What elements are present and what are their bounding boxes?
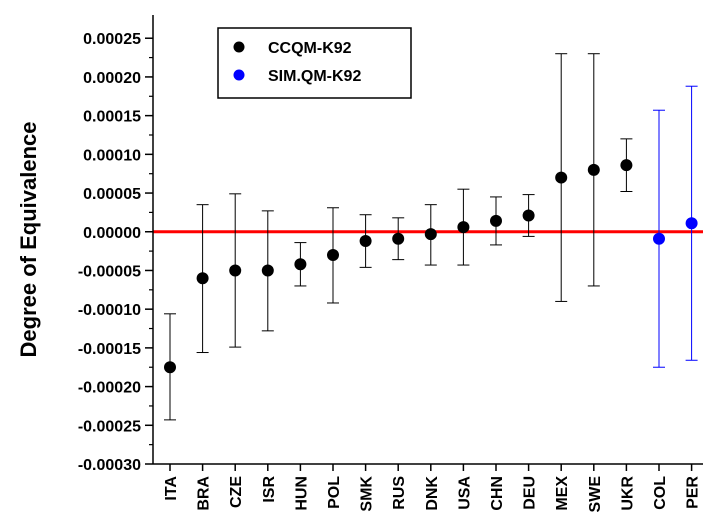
y-tick-label: -0.00005 (78, 263, 141, 280)
data-point-USA (457, 221, 470, 234)
legend-marker (233, 41, 245, 53)
legend-box (217, 27, 412, 99)
data-points (164, 159, 698, 374)
y-tick-label: -0.00025 (78, 418, 141, 435)
x-tick-label: USA (456, 476, 473, 510)
x-axis-ticks: ITA BRA CZE ISR HUN POL SMK RUS DNK USA CHN DEU MEX S… (163, 464, 702, 512)
data-point-DEU (522, 209, 535, 222)
y-tick-label: 0.00005 (83, 186, 141, 203)
x-tick-label: CHN (489, 476, 506, 511)
x-tick-label: DEU (522, 476, 539, 510)
x-tick-label: POL (326, 476, 343, 509)
data-point-DNK (424, 228, 437, 241)
legend: CCQM-K92 SIM.QM-K92 (217, 27, 412, 99)
x-tick-label: ISR (261, 476, 278, 503)
x-tick-label: COL (652, 476, 669, 510)
x-tick-label: BRA (196, 476, 213, 511)
y-tick-label: 0.00000 (83, 225, 141, 242)
y-tick-label: 0.00025 (83, 31, 141, 48)
data-point-BRA (196, 272, 209, 285)
data-point-POL (327, 248, 339, 261)
data-point-PER (685, 217, 698, 230)
y-axis-title: Degree of Equivalence (16, 122, 41, 358)
data-point-MEX (555, 171, 568, 184)
data-point-CZE (229, 264, 242, 277)
x-tick-label: SWE (587, 476, 604, 513)
data-point-SMK (359, 235, 372, 248)
y-tick-label: -0.00030 (78, 457, 141, 474)
legend-marker (233, 69, 245, 81)
data-point-CHN (490, 214, 502, 227)
data-point-RUS (392, 232, 405, 245)
data-point-COL (653, 232, 665, 245)
data-point-UKR (620, 159, 633, 172)
x-tick-label: ITA (163, 476, 180, 501)
y-tick-label: -0.00015 (78, 341, 141, 358)
y-tick-label: 0.00015 (83, 109, 141, 126)
x-tick-label: CZE (228, 476, 245, 508)
legend-label: SIM.QM-K92 (268, 68, 361, 85)
x-tick-label: DNK (424, 476, 441, 511)
y-axis-ticks: 0.00025 0.00020 0.00015 0.00010 0.00005 0.000… (78, 31, 153, 474)
x-tick-label: SMK (359, 476, 376, 512)
x-tick-label: MEX (554, 476, 571, 511)
data-point-ISR (261, 264, 274, 277)
y-tick-label: -0.00020 (78, 380, 141, 397)
data-point-HUN (294, 258, 307, 271)
x-tick-label: UKR (619, 476, 636, 511)
y-tick-label: 0.00020 (83, 70, 141, 87)
legend-label: CCQM-K92 (268, 40, 352, 57)
x-tick-label: PER (685, 476, 702, 509)
data-point-ITA (164, 361, 176, 374)
x-tick-label: HUN (293, 476, 310, 511)
y-tick-label: 0.00010 (83, 147, 141, 164)
y-tick-label: -0.00010 (78, 302, 141, 319)
x-tick-label: RUS (391, 476, 408, 510)
data-point-SWE (587, 163, 600, 176)
